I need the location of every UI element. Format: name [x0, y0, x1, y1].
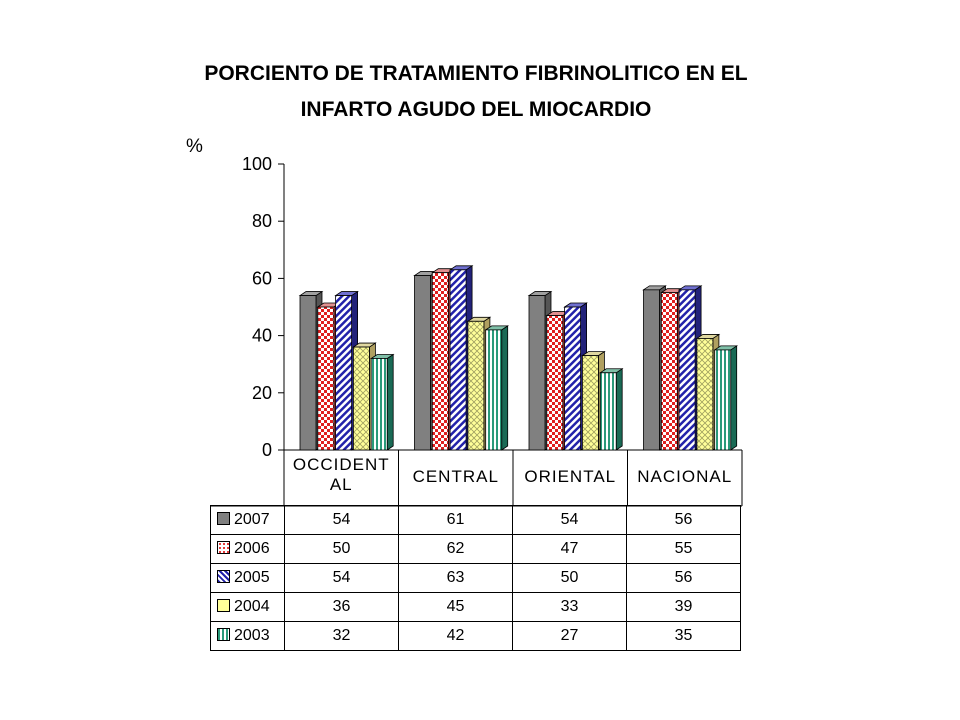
legend-swatch — [217, 628, 230, 641]
legend-label: 2004 — [234, 598, 270, 615]
bar-2007-occidental — [299, 295, 317, 451]
table-row: 2003 32 42 27 35 — [210, 621, 741, 651]
table-row: 2004 36 45 33 39 — [210, 592, 741, 622]
legend-key: 2003 — [210, 621, 285, 651]
bar-2006-central — [431, 272, 449, 451]
bar-2006-occidental — [317, 306, 335, 451]
legend-label: 2007 — [234, 511, 270, 528]
table-row: 2007 54 61 54 56 — [210, 505, 741, 535]
bar-side — [386, 353, 394, 451]
table-cell-value: 61 — [398, 505, 513, 535]
bar-side — [501, 325, 509, 451]
y-tick-label: 80 — [252, 211, 272, 231]
legend-swatch — [217, 541, 230, 554]
legend-swatch — [217, 599, 230, 612]
legend-swatch — [217, 570, 230, 583]
table-cell-value: 45 — [398, 592, 513, 622]
table-cell-value: 56 — [626, 505, 741, 535]
legend-label: 2003 — [234, 627, 270, 644]
bar-2004-oriental — [582, 355, 599, 451]
bar-2003-oriental — [599, 372, 617, 451]
table-cell-value: 62 — [398, 534, 513, 564]
category-label-line: NACIONAL — [637, 467, 733, 486]
y-axis: 0 20 40 60 80 100 — [242, 154, 285, 460]
y-tick-label: 0 — [262, 440, 272, 460]
table-cell-value: 50 — [284, 534, 399, 564]
bar-2004-occidental — [352, 346, 370, 451]
bar-2004-central — [467, 320, 485, 451]
table-cell-value: 32 — [284, 621, 399, 651]
legend-key: 2005 — [210, 563, 285, 593]
category-label: ORIENTAL — [513, 467, 628, 487]
table-cell-value: 54 — [284, 563, 399, 593]
bar-2003-nacional — [714, 349, 732, 451]
category-label: NACIONAL — [628, 467, 743, 487]
category-label-line: ORIENTAL — [524, 467, 617, 486]
category-label: CENTRAL — [399, 467, 514, 487]
legend-key: 2004 — [210, 592, 285, 622]
table-cell-value: 55 — [626, 534, 741, 564]
table-cell-value: 39 — [626, 592, 741, 622]
category-label: OCCIDENT AL — [284, 455, 399, 495]
category-label-line: CENTRAL — [412, 467, 499, 486]
bar-2004-nacional — [696, 338, 714, 451]
y-tick-label: 60 — [252, 268, 272, 288]
table-cell-value: 50 — [512, 563, 627, 593]
data-table: 2007 54 61 54 56 2006 50 62 47 55 2005 54 63 50 56 2004… — [210, 505, 741, 651]
category-label-line: AL — [329, 475, 353, 494]
bar-2007-oriental — [528, 295, 546, 451]
table-cell-value: 54 — [284, 505, 399, 535]
table-cell-value: 35 — [626, 621, 741, 651]
table-cell-value: 27 — [512, 621, 627, 651]
bar-side — [615, 368, 623, 451]
table-row: 2005 54 63 50 56 — [210, 563, 741, 593]
chart-title-line-2: INFARTO AGUDO DEL MIOCARDIO — [300, 98, 652, 121]
bar-side — [730, 345, 738, 451]
bar-2007-nacional — [643, 289, 660, 451]
bar-2005-occidental — [335, 295, 353, 451]
table-cell-value: 36 — [284, 592, 399, 622]
legend-key: 2007 — [210, 505, 285, 535]
table-cell-value: 54 — [512, 505, 627, 535]
bars — [298, 265, 739, 451]
table-cell-value: 56 — [626, 563, 741, 593]
bar-2005-central — [449, 269, 467, 451]
table-cell-value: 42 — [398, 621, 513, 651]
bar-2005-oriental — [564, 306, 581, 451]
y-tick-label: 40 — [252, 326, 272, 346]
y-axis-label: % — [186, 136, 203, 157]
bar-2006-oriental — [546, 315, 564, 451]
chart-title-line-1: PORCIENTO DE TRATAMIENTO FIBRINOLITICO E… — [204, 62, 748, 85]
category-label-line: OCCIDENT — [292, 455, 390, 474]
legend-swatch — [217, 512, 230, 525]
y-tick-label: 100 — [242, 154, 272, 174]
bar-2003-central — [485, 329, 503, 451]
legend-key: 2006 — [210, 534, 285, 564]
table-cell-value: 33 — [512, 592, 627, 622]
bar-2006-nacional — [660, 292, 678, 451]
legend-label: 2005 — [234, 569, 270, 586]
bar-2005-nacional — [678, 289, 696, 451]
y-tick-label: 20 — [252, 383, 272, 403]
table-row: 2006 50 62 47 55 — [210, 534, 741, 564]
bar-2007-central — [414, 275, 431, 451]
table-cell-value: 63 — [398, 563, 513, 593]
table-cell-value: 47 — [512, 534, 627, 564]
legend-label: 2006 — [234, 540, 270, 557]
bar-2003-occidental — [370, 358, 388, 451]
